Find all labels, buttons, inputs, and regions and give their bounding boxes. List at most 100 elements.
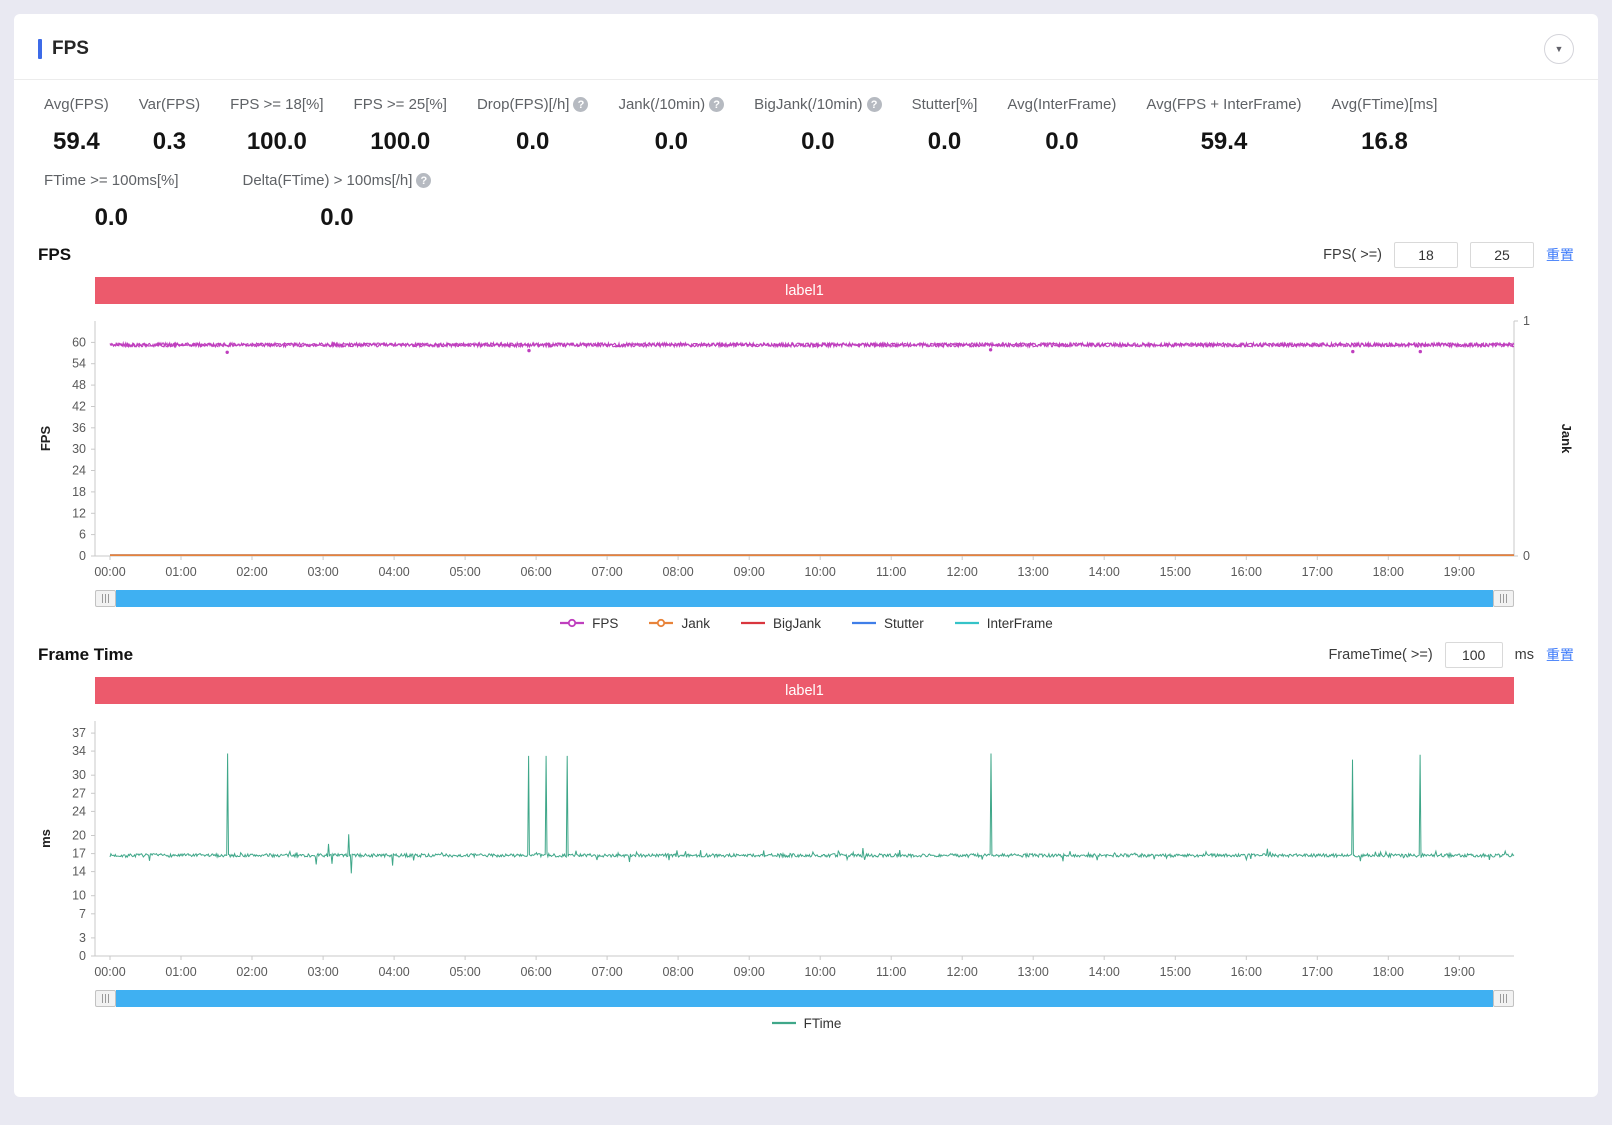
metric-label-text: Avg(FTime)[ms] [1331,96,1438,113]
grip-icon [102,594,109,603]
y2-tick-label: 1 [1523,314,1530,328]
metric-label-text: BigJank(/10min) [754,96,863,113]
metric-label-text: Avg(FPS) [44,96,109,113]
fps-chart-plot[interactable]: 0 6 12 18 24 30 36 42 48 54 60 0 1 00:00 01:00 02:00 03:… [36,306,1576,588]
y-tick-label: 20 [72,829,86,843]
title-accent-bar [38,39,42,59]
chevron-down-icon: ▼ [1554,44,1564,54]
metric-label-text: Delta(FTime) > 100ms[/h] [242,172,413,189]
x-tick-label: 10:00 [805,965,836,979]
metric: Drop(FPS)[/h]? 0.0 [477,96,589,156]
scrollbar-right-handle[interactable] [1493,590,1514,607]
metric-value: 59.4 [1200,128,1248,155]
grip-icon [102,994,109,1003]
series-FPS-point [527,348,531,353]
x-tick-label: 14:00 [1089,965,1120,979]
frametime-threshold-label: FrameTime( >=) [1328,647,1433,663]
x-tick-label: 17:00 [1302,965,1333,979]
metric: Stutter[%] 0.0 [912,96,978,156]
panel-header: FPS ▼ [14,14,1598,80]
legend-item-ftime[interactable]: FTime [771,1016,841,1031]
y-axis-label: ms [38,829,53,848]
y-tick-label: 30 [72,442,86,456]
x-tick-label: 13:00 [1018,965,1049,979]
metric-label-text: Stutter[%] [911,96,978,113]
metric: Var(FPS) 0.3 [139,96,200,156]
metric-label: Avg(FPS) [44,96,109,113]
legend-label: InterFrame [986,615,1053,631]
scrollbar-track[interactable] [116,590,1493,607]
metric-value: 0.0 [516,128,550,155]
series-FTime [109,753,1515,874]
metric-value: 16.8 [1361,128,1408,155]
scrollbar-right-handle[interactable] [1493,990,1514,1007]
frametime-chart-zone: label1 0 3 7 10 14 17 20 24 27 30 34 37 00:00 01:00 02… [14,677,1598,1032]
collapse-button[interactable]: ▼ [1544,34,1574,64]
series-FPS-point [1418,349,1423,354]
y-tick-label: 60 [72,335,86,349]
scrollbar-track[interactable] [116,990,1493,1007]
fps-reset-button[interactable]: 重置 [1546,247,1574,263]
y-tick-label: 37 [72,726,86,740]
metric-value: 0.0 [94,204,128,231]
scrollbar-left-handle[interactable] [95,990,116,1007]
x-tick-label: 04:00 [378,965,409,979]
x-tick-label: 13:00 [1018,565,1049,579]
frametime-reset-button[interactable]: 重置 [1546,647,1574,663]
legend-label: FPS [592,615,619,631]
legend-item-bigjank[interactable]: BigJank [740,616,821,631]
fps-threshold-input-2[interactable] [1470,242,1534,268]
x-tick-label: 12:00 [947,965,978,979]
x-tick-label: 15:00 [1160,965,1191,979]
x-tick-label: 17:00 [1302,565,1333,579]
help-icon[interactable]: ? [709,97,725,112]
metric: FTime >= 100ms[%] 0.0 [44,172,179,232]
fps-chart-header: FPS FPS( >=) 重置 [14,242,1598,268]
metric-label: FTime >= 100ms[%] [44,172,179,189]
help-icon[interactable]: ? [573,97,589,112]
help-icon[interactable]: ? [416,173,432,188]
legend-item-jank[interactable]: Jank [648,616,710,631]
metrics-row-1: Avg(FPS) 59.4 Var(FPS) 0.3 FPS >= 18[%] 100.0… [44,96,1574,156]
x-tick-label: 02:00 [236,565,267,579]
frametime-chart-scrollbar [95,990,1514,1007]
metric-label: Jank(/10min)? [618,96,725,113]
help-icon[interactable]: ? [866,97,882,112]
y-tick-label: 42 [72,400,86,414]
legend-marker-icon [649,618,674,628]
frametime-threshold-input[interactable] [1444,642,1503,668]
x-tick-label: 08:00 [662,965,693,979]
scrollbar-left-handle[interactable] [95,590,116,607]
fps-chart-zone: label1 0 6 12 18 24 30 36 42 48 54 60 0 1 00:00 01:00 0… [14,277,1598,632]
x-tick-label: 07:00 [591,565,622,579]
metric-label-text: FPS >= 18[%] [230,96,324,113]
y-tick-label: 30 [72,768,86,782]
y-tick-label: 3 [79,931,86,945]
metrics-row-2: FTime >= 100ms[%] 0.0 Delta(FTime) > 100ms… [44,172,1574,232]
x-tick-label: 18:00 [1373,565,1404,579]
y-tick-label: 27 [72,786,86,800]
fps-chart-svg: 0 6 12 18 24 30 36 42 48 54 60 0 1 00:00 01:00 02:00 03:… [38,314,1574,579]
metric-label-text: Avg(FPS + InterFrame) [1146,96,1302,113]
frametime-chart-plot[interactable]: 0 3 7 10 14 17 20 24 27 30 34 37 00:00 01:00 02:00 03:0… [36,706,1576,988]
frametime-unit-label: ms [1514,647,1534,663]
metric-value: 100.0 [246,128,307,155]
metric: FPS >= 18[%] 100.0 [230,96,323,156]
legend-label: Stutter [884,615,924,631]
axis-lines [94,321,1515,557]
fps-threshold-input-1[interactable] [1394,242,1458,268]
legend-marker-icon [954,621,979,625]
legend-item-stutter[interactable]: Stutter [851,616,924,631]
legend-item-fps[interactable]: FPS [559,616,618,631]
metric-label: Avg(InterFrame) [1007,96,1116,113]
y-tick-label: 34 [72,744,86,758]
metric-label: FPS >= 18[%] [230,96,323,113]
metric-label: FPS >= 25[%] [354,96,447,113]
frametime-threshold-filter: FrameTime( >=) ms 重置 [1328,642,1574,668]
legend-item-interframe[interactable]: InterFrame [954,616,1053,631]
series-FPS [109,340,1515,349]
series-FPS-point [988,348,993,352]
grip-icon [1500,594,1507,603]
metric-value: 0.0 [927,128,962,155]
metric-label-text: Avg(InterFrame) [1007,96,1117,113]
